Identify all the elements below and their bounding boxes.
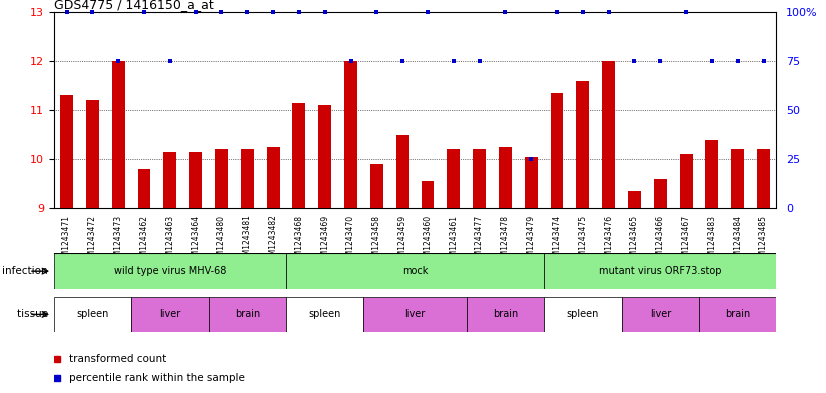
Bar [473, 149, 486, 208]
Bar [86, 100, 99, 208]
Bar [164, 152, 176, 208]
Text: liver: liver [650, 309, 671, 320]
Bar [344, 61, 357, 208]
Text: brain: brain [725, 309, 750, 320]
Bar [525, 157, 538, 208]
Bar [208, 297, 286, 332]
Text: wild type virus MHV-68: wild type virus MHV-68 [114, 266, 226, 276]
Bar [241, 149, 254, 208]
Bar [54, 297, 131, 332]
Bar [602, 61, 615, 208]
Bar [448, 149, 460, 208]
Bar [215, 149, 228, 208]
Text: spleen: spleen [567, 309, 599, 320]
Bar [54, 253, 286, 289]
Bar [363, 297, 467, 332]
Text: liver: liver [405, 309, 425, 320]
Bar [544, 297, 621, 332]
Bar [318, 105, 331, 208]
Text: tissue: tissue [17, 309, 51, 320]
Bar [699, 297, 776, 332]
Bar [731, 149, 744, 208]
Bar [189, 152, 202, 208]
Text: percentile rank within the sample: percentile rank within the sample [69, 373, 244, 383]
Bar [705, 140, 719, 208]
Text: spleen: spleen [76, 309, 108, 320]
Text: mock: mock [402, 266, 428, 276]
Bar [60, 95, 73, 208]
Bar [370, 164, 382, 208]
Bar [396, 134, 409, 208]
Text: GDS4775 / 1416150_a_at: GDS4775 / 1416150_a_at [54, 0, 213, 11]
Text: liver: liver [159, 309, 180, 320]
Bar [286, 253, 544, 289]
Bar [138, 169, 150, 208]
Text: brain: brain [493, 309, 518, 320]
Bar [421, 181, 434, 208]
Bar [577, 81, 589, 208]
Bar [286, 297, 363, 332]
Bar [112, 61, 125, 208]
Text: spleen: spleen [309, 309, 341, 320]
Text: transformed count: transformed count [69, 354, 166, 364]
Bar [551, 93, 563, 208]
Bar [499, 147, 512, 208]
Bar [680, 154, 692, 208]
Bar [757, 149, 770, 208]
Text: infection: infection [2, 266, 51, 276]
Bar [654, 179, 667, 208]
Bar [131, 297, 208, 332]
Bar [467, 297, 544, 332]
Bar [628, 191, 641, 208]
Text: brain: brain [235, 309, 260, 320]
Bar [544, 253, 776, 289]
Bar [292, 103, 306, 208]
Bar [621, 297, 699, 332]
Bar [267, 147, 279, 208]
Text: mutant virus ORF73.stop: mutant virus ORF73.stop [599, 266, 722, 276]
